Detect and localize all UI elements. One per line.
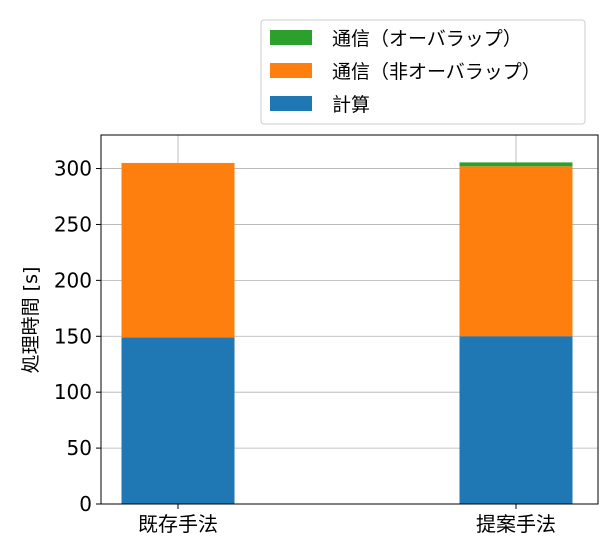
legend-label: 通信（非オーバラップ） bbox=[332, 61, 541, 83]
bar-segment bbox=[459, 166, 573, 337]
y-tick-label: 150 bbox=[54, 324, 92, 348]
x-axis-ticks: 既存手法 提案手法 bbox=[138, 504, 556, 536]
bar-segment bbox=[459, 162, 573, 167]
bar-segment bbox=[121, 337, 235, 504]
y-tick-label: 0 bbox=[79, 492, 92, 516]
x-tick-label: 既存手法 bbox=[138, 512, 218, 536]
legend-swatch bbox=[270, 96, 312, 111]
y-tick-label: 200 bbox=[54, 268, 92, 292]
legend-swatch bbox=[270, 63, 312, 78]
y-tick-label: 50 bbox=[67, 436, 92, 460]
y-tick-label: 300 bbox=[54, 157, 92, 181]
y-tick-label: 100 bbox=[54, 380, 92, 404]
y-tick-label: 250 bbox=[54, 212, 92, 236]
legend-swatch bbox=[270, 30, 312, 45]
legend-frame bbox=[260, 19, 586, 125]
bars bbox=[121, 162, 573, 504]
x-tick-label: 提案手法 bbox=[476, 512, 556, 536]
bar-segment bbox=[459, 336, 573, 504]
y-axis-ticks: 0 50 100 150 200 250 300 bbox=[54, 157, 101, 516]
legend: 通信（オーバラップ） 通信（非オーバラップ） 計算 bbox=[260, 19, 586, 125]
plot-frame bbox=[100, 134, 599, 505]
legend-label: 計算 bbox=[332, 94, 370, 116]
y-axis-label: 処理時間 [s] bbox=[20, 267, 42, 374]
bar-segment bbox=[121, 162, 235, 338]
legend-label: 通信（オーバラップ） bbox=[332, 28, 522, 50]
